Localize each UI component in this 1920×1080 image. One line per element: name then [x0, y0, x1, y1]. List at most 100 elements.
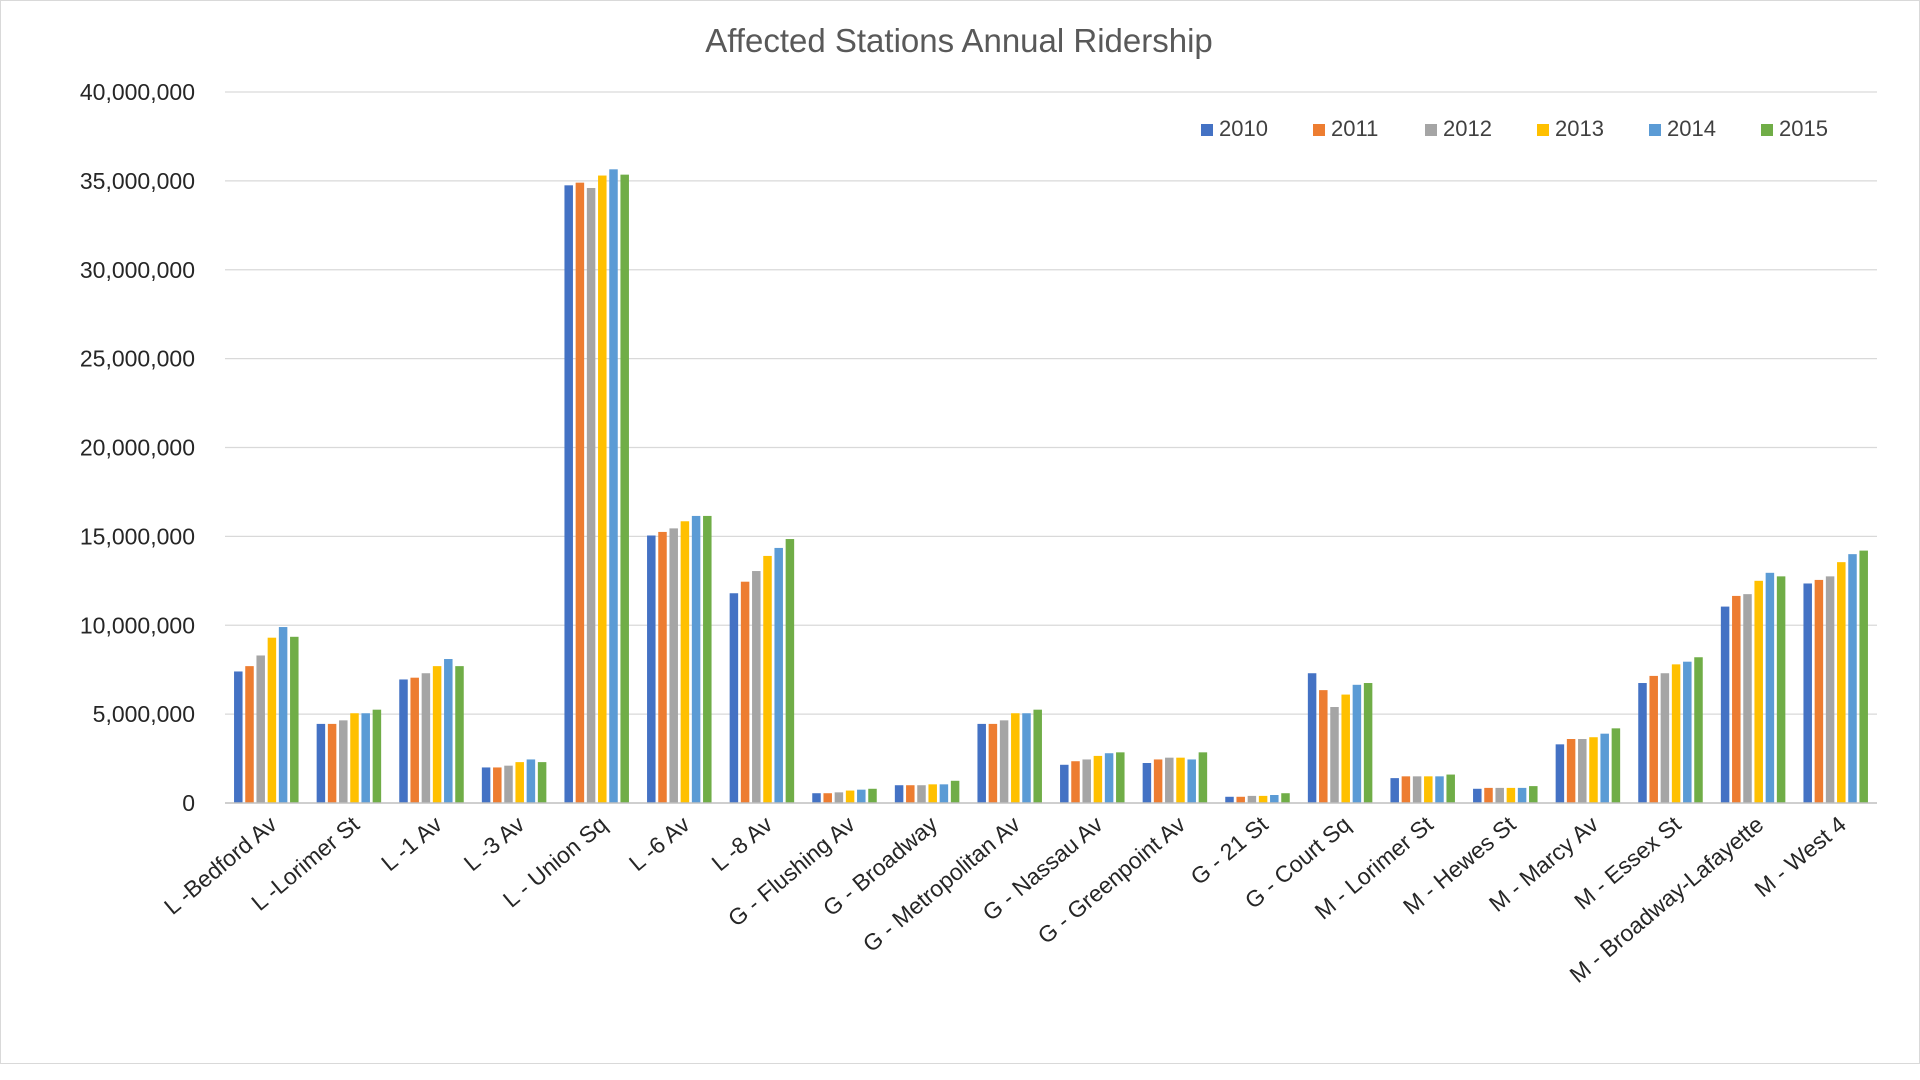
- bar-2013-15[interactable]: [1506, 787, 1516, 803]
- bar-2013-18[interactable]: [1754, 580, 1763, 803]
- bar-2014-19[interactable]: [1848, 554, 1857, 803]
- bar-2010-18[interactable]: [1720, 606, 1730, 803]
- bar-2012-5[interactable]: [669, 528, 678, 803]
- bar-2013-8[interactable]: [928, 784, 937, 803]
- bar-2011-5[interactable]: [658, 531, 667, 803]
- bar-2015-12[interactable]: [1281, 793, 1290, 803]
- bar-2012-9[interactable]: [999, 720, 1009, 803]
- bar-2014-13[interactable]: [1352, 684, 1362, 803]
- bar-2012-4[interactable]: [586, 187, 596, 804]
- bar-2014-1[interactable]: [361, 713, 370, 803]
- bar-2013-1[interactable]: [350, 713, 359, 803]
- bar-2013-13[interactable]: [1341, 694, 1350, 803]
- bar-2010-2[interactable]: [399, 679, 408, 803]
- bar-2015-7[interactable]: [868, 788, 877, 803]
- bar-2014-10[interactable]: [1104, 753, 1114, 803]
- bar-2011-15[interactable]: [1484, 787, 1493, 803]
- bar-2013-12[interactable]: [1258, 795, 1268, 803]
- bar-2011-10[interactable]: [1071, 761, 1080, 803]
- bar-2011-8[interactable]: [906, 785, 915, 803]
- bar-2011-18[interactable]: [1732, 595, 1741, 803]
- bar-2015-15[interactable]: [1529, 786, 1538, 803]
- bar-2010-12[interactable]: [1225, 796, 1234, 803]
- bar-2014-0[interactable]: [278, 627, 288, 803]
- bar-2015-17[interactable]: [1694, 657, 1703, 803]
- bar-2015-8[interactable]: [950, 780, 960, 803]
- bar-2015-18[interactable]: [1776, 576, 1786, 803]
- bar-2010-1[interactable]: [316, 723, 326, 803]
- bar-2012-16[interactable]: [1578, 739, 1587, 803]
- bar-2014-6[interactable]: [774, 547, 783, 803]
- bar-2010-10[interactable]: [1060, 764, 1069, 803]
- bar-2011-3[interactable]: [493, 767, 502, 803]
- bar-2011-7[interactable]: [823, 793, 832, 803]
- bar-2012-19[interactable]: [1825, 576, 1835, 803]
- bar-2014-5[interactable]: [691, 515, 701, 803]
- bar-2013-17[interactable]: [1671, 664, 1681, 803]
- bar-2014-2[interactable]: [444, 659, 453, 803]
- bar-2013-5[interactable]: [680, 521, 690, 803]
- bar-2012-2[interactable]: [421, 673, 431, 803]
- bar-2010-3[interactable]: [481, 767, 491, 803]
- bar-2012-6[interactable]: [752, 571, 761, 803]
- bar-2015-3[interactable]: [537, 762, 547, 803]
- bar-2012-10[interactable]: [1082, 759, 1091, 803]
- bar-2014-17[interactable]: [1683, 661, 1692, 803]
- bar-2012-11[interactable]: [1165, 757, 1174, 803]
- bar-2010-7[interactable]: [812, 793, 821, 803]
- bar-2011-1[interactable]: [327, 723, 337, 803]
- bar-2015-16[interactable]: [1611, 728, 1621, 803]
- bar-2015-10[interactable]: [1116, 752, 1125, 803]
- bar-2010-6[interactable]: [729, 593, 739, 803]
- bar-2013-11[interactable]: [1176, 757, 1185, 803]
- bar-2013-10[interactable]: [1093, 755, 1103, 803]
- bar-2015-2[interactable]: [455, 666, 464, 803]
- bar-2013-14[interactable]: [1424, 776, 1433, 803]
- bar-2010-11[interactable]: [1142, 763, 1152, 803]
- bar-2014-4[interactable]: [609, 169, 618, 803]
- bar-2010-9[interactable]: [977, 723, 986, 803]
- bar-2011-16[interactable]: [1566, 739, 1576, 803]
- bar-2013-0[interactable]: [267, 637, 277, 803]
- bar-2015-11[interactable]: [1198, 752, 1208, 803]
- bar-2011-6[interactable]: [740, 581, 750, 803]
- bar-2014-16[interactable]: [1600, 733, 1609, 803]
- bar-2010-13[interactable]: [1307, 673, 1317, 803]
- bar-2014-14[interactable]: [1435, 776, 1444, 803]
- bar-2012-17[interactable]: [1660, 673, 1670, 803]
- bar-2012-1[interactable]: [339, 720, 348, 803]
- bar-2010-19[interactable]: [1803, 583, 1812, 803]
- bar-2012-8[interactable]: [917, 785, 926, 803]
- bar-2015-4[interactable]: [620, 174, 629, 803]
- bar-2011-19[interactable]: [1814, 579, 1824, 803]
- bar-2015-19[interactable]: [1859, 550, 1868, 803]
- bar-2014-15[interactable]: [1517, 787, 1527, 803]
- bar-2010-17[interactable]: [1638, 683, 1647, 803]
- bar-2014-3[interactable]: [526, 759, 536, 803]
- bar-2012-13[interactable]: [1330, 707, 1339, 803]
- bar-2012-18[interactable]: [1743, 594, 1752, 803]
- bar-2011-0[interactable]: [245, 666, 254, 803]
- bar-2015-6[interactable]: [785, 539, 795, 803]
- bar-2014-11[interactable]: [1187, 759, 1196, 803]
- bar-2013-2[interactable]: [432, 666, 442, 803]
- bar-2011-11[interactable]: [1153, 759, 1163, 803]
- bar-2012-12[interactable]: [1247, 795, 1257, 803]
- bar-2010-16[interactable]: [1555, 744, 1565, 803]
- bar-2013-3[interactable]: [515, 762, 524, 803]
- bar-2013-19[interactable]: [1837, 562, 1846, 803]
- bar-2012-15[interactable]: [1495, 787, 1504, 803]
- bar-2010-8[interactable]: [894, 785, 904, 803]
- bar-2013-4[interactable]: [598, 175, 607, 804]
- bar-2010-0[interactable]: [234, 671, 243, 803]
- bar-2014-12[interactable]: [1270, 795, 1279, 803]
- bar-2011-12[interactable]: [1236, 796, 1245, 803]
- bar-2015-14[interactable]: [1446, 774, 1455, 803]
- legend[interactable]: 2010 2011 2012 2013 2014 2015: [1201, 116, 1828, 141]
- bar-2011-13[interactable]: [1319, 690, 1328, 803]
- bar-2015-1[interactable]: [372, 709, 382, 803]
- bar-2014-9[interactable]: [1022, 713, 1031, 803]
- bar-2010-5[interactable]: [647, 535, 656, 803]
- bar-2012-14[interactable]: [1412, 776, 1422, 803]
- bar-2015-13[interactable]: [1363, 683, 1373, 803]
